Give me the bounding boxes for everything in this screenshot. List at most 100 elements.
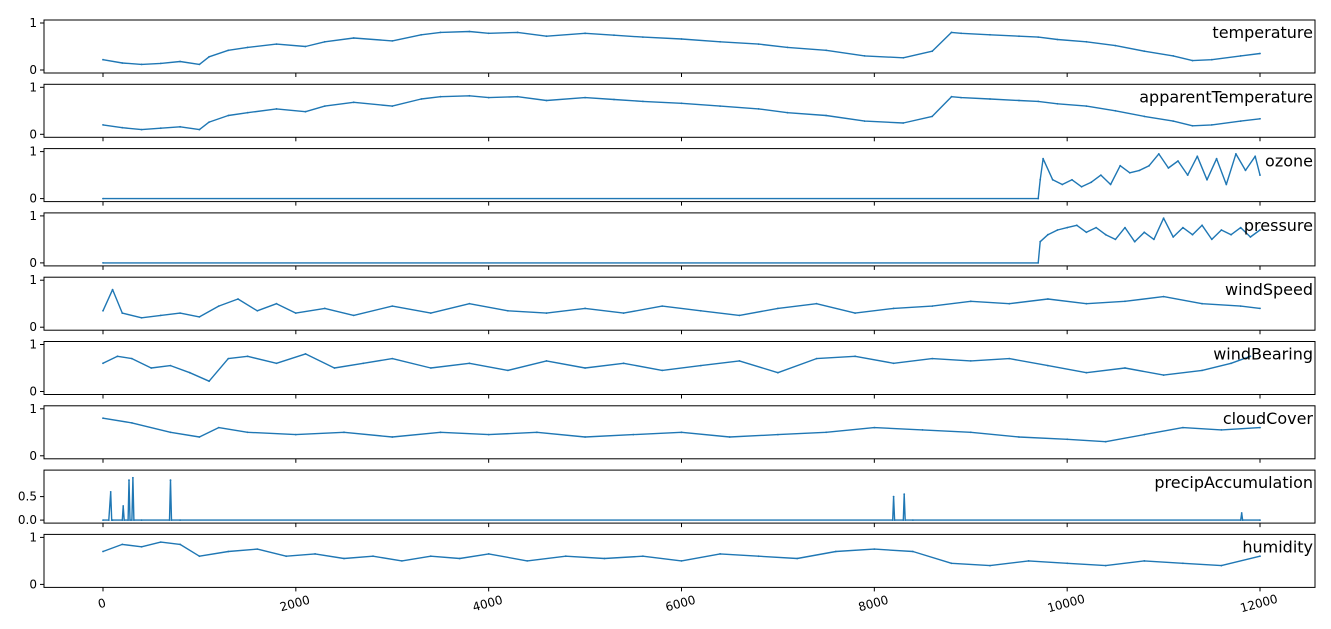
- data-point: [159, 62, 162, 65]
- data-point: [159, 314, 162, 317]
- data-point: [1210, 124, 1213, 126]
- data-point: [1056, 102, 1059, 105]
- x-tick-label: 8000: [857, 593, 890, 614]
- data-point: [343, 557, 345, 560]
- y-tick-label: 1: [29, 145, 37, 159]
- data-point: [642, 555, 644, 558]
- data-point: [246, 46, 249, 49]
- data-point: [1182, 562, 1184, 565]
- data-point: [131, 519, 133, 521]
- x-tick-label: 6000: [664, 593, 697, 614]
- data-point: [170, 519, 173, 521]
- data-point: [584, 307, 586, 310]
- data-point: [1066, 226, 1069, 229]
- data-point: [680, 102, 683, 105]
- panel-pressure: 0 1 pressure: [29, 209, 1316, 270]
- data-point: [132, 476, 134, 479]
- data-point: [1225, 183, 1228, 186]
- data-point: [1239, 519, 1242, 521]
- data-point: [1241, 519, 1244, 521]
- data-point: [179, 60, 182, 63]
- data-point: [1143, 115, 1146, 118]
- data-point: [1196, 155, 1199, 158]
- data-point: [603, 557, 606, 560]
- data-point: [1124, 367, 1126, 369]
- panel-frame: [43, 19, 1316, 74]
- data-point: [168, 519, 171, 521]
- data-point: [323, 40, 326, 43]
- data-point: [1133, 240, 1136, 243]
- data-point: [391, 357, 394, 360]
- data-point: [1018, 35, 1020, 38]
- data-point: [198, 128, 201, 131]
- data-point: [1259, 174, 1261, 177]
- data-point: [1047, 298, 1049, 300]
- data-point: [1249, 236, 1252, 238]
- data-point: [323, 105, 326, 107]
- panel-frame: [43, 276, 1316, 331]
- data-point: [159, 127, 162, 130]
- data-point: [1191, 59, 1194, 62]
- data-point: [439, 431, 442, 434]
- data-point: [140, 128, 143, 131]
- y-tick-label: 1: [29, 209, 37, 223]
- data-point: [1128, 171, 1131, 174]
- data-point: [429, 555, 432, 558]
- y-tick-label: 1: [29, 530, 37, 544]
- data-point: [116, 355, 119, 358]
- data-point: [1244, 169, 1247, 172]
- data-point: [989, 98, 991, 100]
- data-point: [777, 307, 779, 310]
- data-point: [545, 35, 548, 38]
- data-point: [1018, 436, 1020, 438]
- data-point: [622, 362, 625, 365]
- data-point: [825, 114, 827, 117]
- data-point: [863, 55, 866, 57]
- data-point: [198, 555, 201, 558]
- data-point: [294, 433, 297, 436]
- data-point: [1104, 564, 1107, 567]
- panel-temperature: 0 1 temperature: [29, 16, 1316, 77]
- data-point: [102, 58, 104, 61]
- data-point: [1047, 233, 1049, 236]
- x-tick-label: 2000: [278, 593, 311, 614]
- data-point: [1080, 185, 1083, 188]
- y-tick-label: 0: [29, 63, 37, 77]
- data-point: [208, 380, 211, 383]
- data-point: [796, 557, 799, 560]
- data-point: [429, 367, 432, 369]
- data-point: [372, 555, 374, 558]
- data-point: [584, 367, 586, 369]
- data-point: [1239, 120, 1242, 122]
- series-line-ozone: [103, 153, 1261, 200]
- data-point: [1104, 233, 1107, 236]
- data-point: [777, 371, 779, 374]
- data-point: [1124, 226, 1126, 229]
- data-point: [507, 369, 509, 372]
- data-point: [904, 519, 907, 521]
- x-tick-label: 10000: [1046, 592, 1087, 615]
- data-point: [1259, 117, 1261, 120]
- data-point: [102, 309, 104, 312]
- panel-windSpeed: 0 1 windSpeed: [29, 273, 1316, 335]
- panel-title: apparentTemperature: [1139, 87, 1313, 106]
- data-point: [391, 40, 394, 42]
- data-point: [333, 367, 336, 369]
- data-point: [719, 553, 721, 555]
- panel-title: precipAccumulation: [1154, 473, 1313, 492]
- data-point: [507, 309, 509, 312]
- data-point: [680, 38, 683, 40]
- panel-frame: [43, 83, 1316, 138]
- panel-title: temperature: [1212, 23, 1313, 42]
- data-point: [352, 314, 355, 317]
- data-point: [960, 96, 962, 99]
- data-point: [545, 360, 548, 362]
- data-point: [179, 125, 182, 128]
- data-point: [256, 309, 259, 312]
- data-point: [150, 367, 153, 369]
- data-point: [1109, 183, 1112, 186]
- data-point: [169, 431, 172, 434]
- data-point: [487, 96, 490, 99]
- data-point: [1157, 153, 1160, 155]
- data-point: [989, 33, 991, 36]
